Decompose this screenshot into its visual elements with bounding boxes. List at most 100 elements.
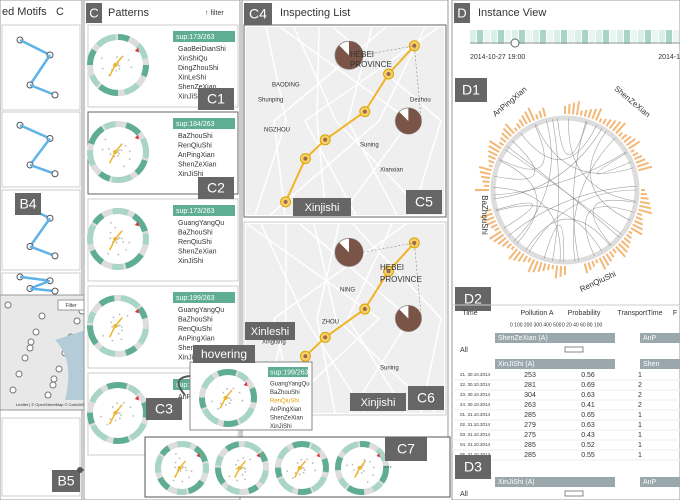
ring-seg bbox=[98, 171, 111, 182]
label: GuangYangQu bbox=[178, 307, 224, 314]
label: XinShiQu bbox=[178, 55, 208, 62]
ring-seg bbox=[134, 159, 148, 176]
line bbox=[483, 216, 495, 223]
line bbox=[598, 118, 603, 123]
dot bbox=[125, 249, 128, 251]
dot bbox=[372, 466, 375, 469]
label: All bbox=[460, 347, 468, 354]
chord bbox=[543, 225, 565, 262]
timeline-cell bbox=[617, 30, 623, 44]
label: XinJiShi bbox=[178, 354, 204, 361]
label: 285 bbox=[524, 452, 536, 459]
dot bbox=[369, 460, 371, 463]
label: AnPingXian bbox=[270, 407, 301, 413]
line bbox=[19, 124, 51, 140]
pie bbox=[395, 305, 422, 332]
pie bbox=[335, 41, 364, 70]
line bbox=[630, 149, 635, 153]
support-box bbox=[268, 367, 308, 377]
ring-seg bbox=[215, 467, 226, 485]
line bbox=[478, 165, 492, 172]
label: sup:1 bbox=[176, 382, 193, 389]
dot bbox=[228, 397, 231, 399]
ring-seg bbox=[379, 465, 389, 484]
label: BaZhouShi bbox=[270, 390, 300, 396]
dot bbox=[123, 165, 126, 168]
label: 2014-1 bbox=[658, 54, 680, 61]
line bbox=[602, 118, 607, 125]
dot bbox=[323, 137, 328, 142]
label-box bbox=[455, 78, 487, 102]
timeline-cell bbox=[491, 30, 497, 44]
dot bbox=[110, 221, 112, 224]
dot bbox=[296, 462, 299, 464]
dot bbox=[362, 469, 365, 472]
label: 24. 30.10.2014 bbox=[460, 402, 491, 407]
dot bbox=[362, 109, 367, 114]
ring-seg bbox=[310, 443, 322, 454]
label: XinLeShi bbox=[178, 74, 206, 81]
dot bbox=[242, 466, 245, 469]
ring-seg bbox=[199, 397, 207, 409]
dot bbox=[118, 324, 121, 327]
ring-seg bbox=[124, 345, 138, 356]
marker bbox=[134, 308, 139, 314]
line bbox=[488, 164, 494, 168]
dot bbox=[228, 475, 231, 478]
dot bbox=[132, 414, 135, 417]
ring-seg bbox=[311, 476, 327, 493]
line bbox=[480, 175, 491, 180]
label: RenQiuShi bbox=[270, 399, 299, 405]
dot bbox=[117, 325, 119, 327]
dot bbox=[172, 479, 175, 482]
line bbox=[494, 227, 500, 232]
line bbox=[527, 259, 536, 273]
timeline-cell bbox=[470, 30, 476, 44]
dot bbox=[302, 471, 305, 474]
dot bbox=[235, 464, 237, 466]
label: sup:199/263 bbox=[176, 295, 215, 302]
label: 0.56 bbox=[581, 372, 595, 379]
label: Xinjishi bbox=[305, 202, 340, 214]
timeline-cell bbox=[631, 30, 637, 44]
line bbox=[490, 223, 498, 229]
ring-seg bbox=[258, 451, 268, 463]
dot bbox=[55, 365, 63, 373]
dot bbox=[109, 231, 112, 234]
label: 2 bbox=[638, 382, 642, 389]
dot bbox=[363, 459, 366, 461]
label: ShenZeXian bbox=[270, 416, 303, 422]
chord bbox=[496, 205, 603, 252]
ring-seg bbox=[137, 306, 148, 320]
line bbox=[575, 100, 581, 116]
label: D1 bbox=[462, 82, 480, 98]
line bbox=[28, 217, 52, 248]
dot bbox=[106, 423, 109, 426]
line bbox=[501, 240, 510, 247]
label: C1 bbox=[207, 91, 225, 107]
line bbox=[513, 127, 518, 132]
chord bbox=[520, 125, 597, 160]
label: ed Motifs bbox=[2, 6, 47, 18]
ring-seg bbox=[87, 311, 97, 324]
label-box bbox=[198, 88, 234, 110]
label: 253 bbox=[524, 372, 536, 379]
timeline-cell bbox=[519, 30, 525, 44]
ring-seg bbox=[291, 441, 311, 449]
line bbox=[635, 158, 646, 164]
ring-seg bbox=[193, 445, 208, 463]
ring-seg bbox=[89, 387, 104, 404]
group-bar bbox=[640, 333, 680, 343]
ring-seg bbox=[96, 34, 117, 48]
dot bbox=[120, 338, 123, 341]
road bbox=[347, 26, 398, 216]
ring-seg bbox=[111, 263, 124, 270]
label: ShenZeXian bbox=[178, 84, 217, 91]
dot bbox=[110, 321, 112, 324]
line bbox=[498, 141, 505, 147]
label: PROVINCE bbox=[380, 275, 422, 284]
road bbox=[332, 26, 442, 216]
ring-seg bbox=[106, 382, 128, 390]
dot bbox=[237, 466, 242, 470]
label: Instance View bbox=[478, 7, 546, 19]
